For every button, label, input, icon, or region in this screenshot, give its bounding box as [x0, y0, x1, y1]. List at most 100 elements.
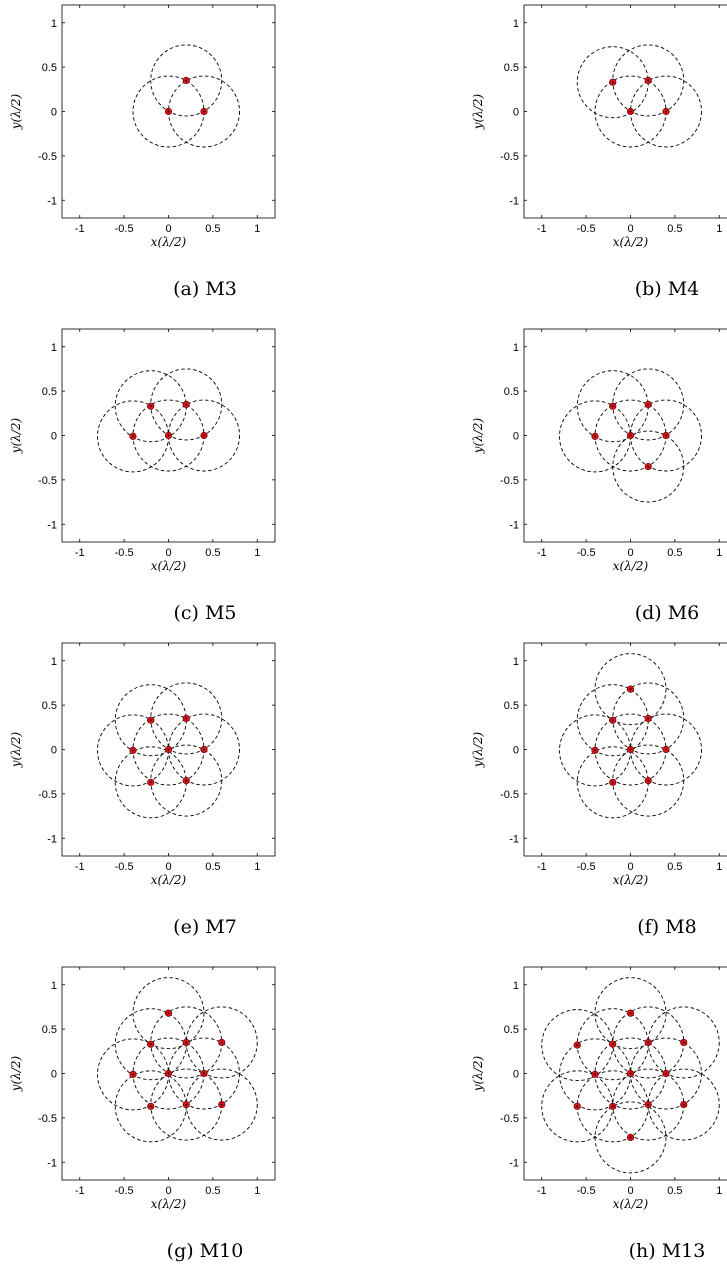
y-axis-label: y(λ/2)	[9, 93, 23, 130]
subplot-svg: -1 -0.5 0 0.5 1 1 0.5 0 -0.5 -1 x(λ/2) y(λ/2)	[9, 966, 276, 1211]
subplot-caption: (h) M13	[628, 1240, 706, 1262]
element-point-center	[167, 1072, 170, 1075]
element-point-center	[594, 1073, 596, 1076]
x-tick-label: 1	[254, 861, 260, 873]
y-tick-label: 0	[513, 745, 519, 757]
y-tick-label: 1	[51, 980, 57, 992]
element-point-center	[647, 403, 650, 406]
subplot-svg: -1 -0.5 0 0.5 1 1 0.5 0 -0.5 -1 x(λ/2) y(λ/2)	[9, 4, 276, 249]
element-point-center	[220, 1041, 223, 1044]
subplot-panel: -1 -0.5 0 0.5 1 1 0.5 0 -0.5 -1 x(λ/2) y(λ/2) (d) M6	[462, 324, 727, 649]
y-tick-label: 0	[513, 431, 519, 443]
y-axis-label: y(λ/2)	[9, 731, 23, 768]
x-tick-label: 0	[165, 1185, 171, 1197]
y-tick-label: 1	[513, 980, 519, 992]
x-axis-label: x(λ/2)	[151, 1197, 187, 1211]
x-tick-label: 0	[165, 547, 171, 559]
x-tick-label: -1	[75, 223, 85, 235]
element-point-center	[611, 1105, 614, 1108]
element-point-center	[132, 749, 134, 752]
y-tick-label: 0.5	[504, 62, 519, 74]
x-tick-label: 0	[627, 547, 633, 559]
element-point-center	[149, 1043, 152, 1046]
x-tick-label: 0	[627, 223, 633, 235]
y-tick-label: 0.5	[42, 62, 57, 74]
y-tick-label: 0	[51, 1069, 57, 1081]
y-tick-label: -0.5	[38, 151, 57, 163]
element-point-center	[203, 748, 205, 751]
element-point-center	[576, 1044, 579, 1047]
x-tick-label: 1	[716, 1185, 722, 1197]
y-tick-label: 0.5	[504, 700, 519, 712]
element-point-center	[647, 1103, 650, 1106]
x-tick-label: 0.5	[667, 547, 682, 559]
x-tick-label: -1	[75, 1185, 85, 1197]
element-point-center	[629, 1012, 632, 1015]
y-tick-label: -0.5	[500, 151, 519, 163]
y-tick-label: -1	[509, 519, 519, 531]
element-point-center	[629, 748, 632, 751]
y-tick-label: 0	[51, 107, 57, 119]
subplot-panel: -1 -0.5 0 0.5 1 1 0.5 0 -0.5 -1 x(λ/2) y(λ/2) (a) M3	[0, 0, 330, 325]
y-tick-label: 0	[51, 745, 57, 757]
x-tick-label: -0.5	[577, 861, 596, 873]
element-point-center	[629, 1136, 632, 1139]
x-tick-label: -0.5	[115, 861, 134, 873]
y-tick-label: -1	[47, 1157, 57, 1169]
x-axis-label: x(λ/2)	[613, 559, 649, 573]
element-point-center	[167, 1012, 170, 1015]
y-axis-label: y(λ/2)	[471, 731, 485, 768]
x-tick-label: 0	[627, 1185, 633, 1197]
element-point-center	[132, 1073, 134, 1076]
subplot-svg: -1 -0.5 0 0.5 1 1 0.5 0 -0.5 -1 x(λ/2) y(λ/2)	[471, 642, 727, 887]
subplot-caption: (f) M8	[637, 916, 697, 938]
element-point-center	[185, 717, 188, 720]
x-tick-label: 0.5	[205, 223, 220, 235]
x-tick-label: 0.5	[205, 861, 220, 873]
x-axis-label: x(λ/2)	[613, 235, 649, 249]
subplot-caption: (b) M4	[634, 278, 700, 300]
x-axis-label: x(λ/2)	[613, 1197, 649, 1211]
subplot-svg: -1 -0.5 0 0.5 1 1 0.5 0 -0.5 -1 x(λ/2) y(λ/2)	[471, 966, 727, 1211]
element-point-center	[149, 781, 152, 784]
x-axis-label: x(λ/2)	[151, 235, 187, 249]
subplot-panel: -1 -0.5 0 0.5 1 1 0.5 0 -0.5 -1 x(λ/2) y(λ/2) (h) M1…	[462, 962, 727, 1287]
x-tick-label: -1	[537, 223, 547, 235]
element-point-center	[682, 1041, 685, 1044]
y-tick-label: 0.5	[42, 700, 57, 712]
x-tick-label: 1	[254, 547, 260, 559]
x-tick-label: -0.5	[577, 223, 596, 235]
y-tick-label: -0.5	[500, 475, 519, 487]
element-point-center	[682, 1103, 685, 1106]
element-point-center	[629, 434, 632, 437]
subplot-svg: -1 -0.5 0 0.5 1 1 0.5 0 -0.5 -1 x(λ/2) y(λ/2)	[471, 4, 727, 249]
y-tick-label: 0.5	[504, 386, 519, 398]
y-tick-label: 0	[51, 431, 57, 443]
x-tick-label: 0.5	[205, 547, 220, 559]
element-point-center	[185, 1103, 188, 1106]
y-tick-label: 1	[51, 18, 57, 30]
element-point-center	[665, 110, 667, 113]
subplot-svg: -1 -0.5 0 0.5 1 1 0.5 0 -0.5 -1 x(λ/2) y(λ/2)	[471, 328, 727, 573]
element-point-center	[203, 1072, 205, 1075]
element-point-center	[149, 405, 152, 408]
x-axis-label: x(λ/2)	[613, 873, 649, 887]
x-tick-label: 0.5	[205, 1185, 220, 1197]
subplot-panel: -1 -0.5 0 0.5 1 1 0.5 0 -0.5 -1 x(λ/2) y(λ/2) (b) M4	[462, 0, 727, 325]
x-axis-label: x(λ/2)	[151, 559, 187, 573]
x-tick-label: -0.5	[115, 1185, 134, 1197]
y-tick-label: 0.5	[42, 1024, 57, 1036]
y-tick-label: -0.5	[38, 475, 57, 487]
x-tick-label: 0.5	[667, 861, 682, 873]
y-tick-label: 1	[513, 342, 519, 354]
x-tick-label: -1	[75, 861, 85, 873]
y-tick-label: 0	[513, 107, 519, 119]
y-tick-label: 1	[51, 656, 57, 668]
x-tick-label: -1	[75, 547, 85, 559]
element-point-center	[185, 403, 188, 406]
subplot-caption: (c) M5	[173, 602, 237, 624]
element-point-center	[611, 81, 614, 84]
element-point-center	[611, 781, 614, 784]
y-axis-label: y(λ/2)	[9, 417, 23, 454]
element-point-center	[647, 779, 650, 782]
